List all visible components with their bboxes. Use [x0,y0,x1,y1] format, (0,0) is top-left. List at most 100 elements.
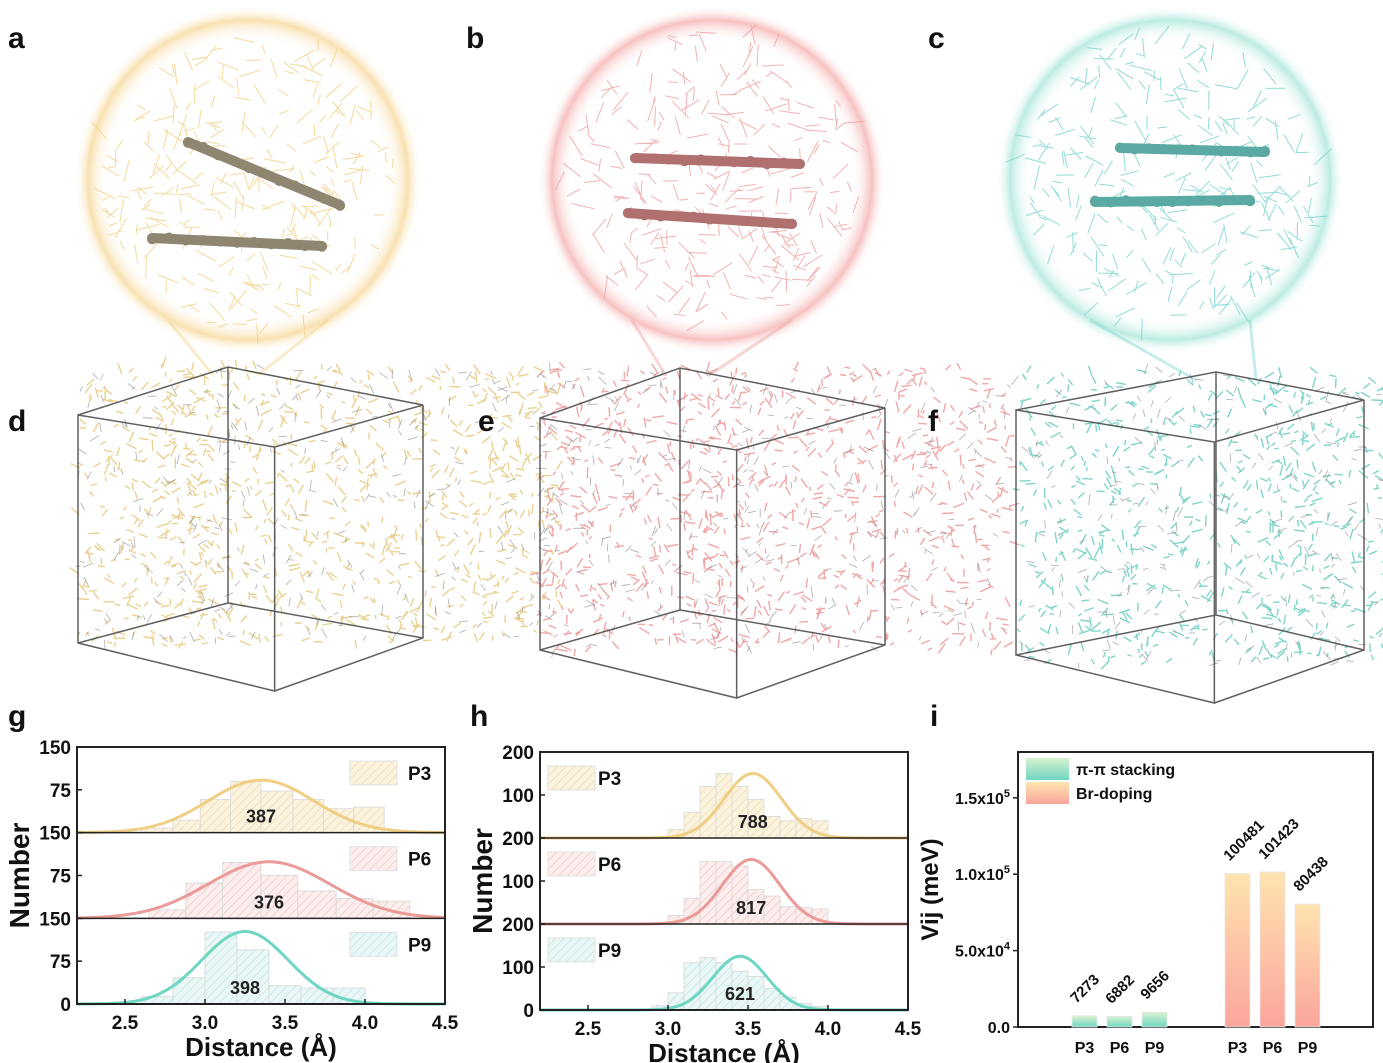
box-edges [77,366,424,692]
atom [1090,195,1100,206]
atom [1245,196,1255,207]
histogram-bar [763,895,781,925]
count-label: 817 [736,898,766,918]
y-tick-label: 200 [502,915,534,936]
atom [1173,144,1183,155]
atom [754,216,765,227]
y-tick-label: 150 [39,824,71,845]
y-tick-label: 100 [502,872,534,893]
atom [319,194,330,205]
atom [1152,197,1162,208]
polymer-wireframe [1006,26,1333,341]
histogram-bar [779,906,797,925]
atom [646,153,657,164]
atom [289,180,300,191]
simulation-box-d [69,356,563,692]
subplot-P9: 398 P9 0 75 150 [39,909,445,1016]
polymer-chains [529,361,1020,657]
panel-label-b: b [466,22,485,55]
atom [795,159,805,170]
atom [1231,145,1241,156]
box-edges [539,367,886,699]
atom [712,155,723,166]
legend-label-P3: P3 [598,769,621,790]
subplot-P3: 387 P3 75 150 [39,738,445,834]
legend-label: Br-doping [1076,786,1152,803]
atom [623,208,633,219]
zoom-cone [166,318,329,377]
bar-P9 [1294,903,1321,1028]
bar-P3 [1224,873,1251,1028]
y-tick-label: 5.0x104 [955,941,1011,961]
sphere-glow [996,6,1344,354]
atom [729,157,739,168]
panel-label-c: c [928,22,945,55]
panel-label-a: a [8,22,25,55]
count-label: 376 [254,892,284,912]
atom [630,153,640,164]
histogram-bar [236,949,270,1005]
x-tick-label: 4.5 [432,1013,459,1034]
sphere-glow [74,6,422,354]
atom [283,237,293,248]
atom [147,234,157,245]
atom [1121,195,1131,206]
atom [639,210,650,221]
atom [164,232,174,243]
panel-label-g: g [8,700,27,733]
subplot-P9: 621 P9 0 100 200 [502,915,908,1022]
zoom-cone [630,318,793,378]
atom [249,236,259,247]
x-tick-label: P3 [1228,1040,1248,1057]
atom [1245,147,1256,158]
y-tick-label: 0 [523,1001,534,1022]
x-tick-label: P6 [1110,1040,1130,1057]
y-tick-label: 150 [39,738,71,759]
sphere-glow [538,6,886,354]
panel-label-h: h [470,700,489,733]
histogram-bar [172,819,201,834]
x-tick-label: 4.5 [895,1019,922,1040]
plot-frame [539,751,909,1011]
x-tick-label: 2.5 [112,1013,139,1034]
bar-value-label: 9656 [1137,967,1173,1003]
x-tick-label: 4.0 [815,1019,841,1040]
bar-P6 [1259,871,1286,1028]
simulation-box-e [529,361,1020,699]
y-tick-label: 75 [50,867,72,888]
histogram-bar [204,931,238,1005]
legend-label-P9: P9 [408,935,431,956]
y-tick-label: 1.0x105 [955,864,1010,884]
box-edges [1015,371,1365,704]
legend-swatch [1026,782,1069,804]
plot-frame [1017,751,1374,1028]
y-tick-label: 0 [60,995,71,1016]
atom [688,211,699,222]
bar-group-0: 7273 P3 6882 P6 9656 P9 [1067,967,1173,1057]
atom [335,200,345,211]
panel-label-i: i [930,700,939,733]
subplot-P6: 817 P6 100 200 [502,829,908,926]
atom [737,216,748,227]
atom [787,218,797,229]
polymer-chains [1012,365,1383,670]
atom [304,187,315,198]
x-tick-label: 3.5 [272,1013,299,1034]
polymer-wireframe [554,24,866,332]
atom [198,141,209,152]
x-tick-label: 3.0 [655,1019,681,1040]
atom [1216,146,1227,157]
atom [1144,143,1154,154]
legend-label-P3: P3 [408,764,431,785]
atom [266,239,276,250]
legend-swatch-P3 [547,765,596,791]
count-label: 387 [246,807,276,827]
histogram-bar [763,988,781,1011]
bar-value-label: 7273 [1067,971,1103,1007]
y-tick-label: 100 [502,786,534,807]
x-tick-label: P3 [1075,1040,1095,1057]
atom [655,211,666,222]
atom [770,218,781,229]
atom [745,155,756,166]
